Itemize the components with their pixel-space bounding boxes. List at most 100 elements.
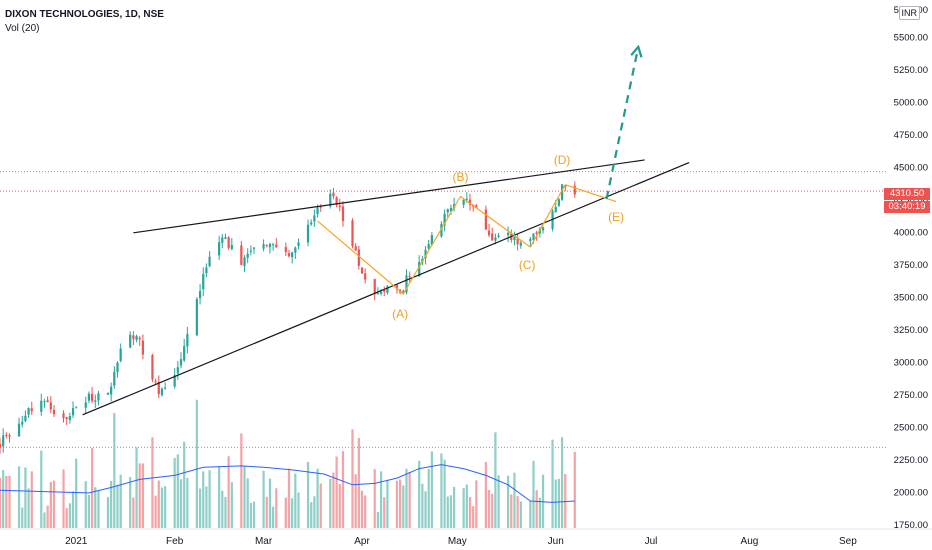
candle-body — [179, 359, 183, 366]
candle-body — [379, 291, 383, 294]
candle-body — [430, 235, 433, 245]
candle-body — [275, 244, 278, 248]
volume-bar — [440, 453, 443, 528]
volume-bar — [5, 475, 8, 528]
wave-line — [402, 196, 461, 295]
volume-bar — [513, 472, 516, 528]
volume-bar — [52, 480, 56, 528]
candle-body — [27, 407, 30, 415]
volume-bar — [106, 497, 110, 528]
volume-bar — [97, 490, 100, 528]
horizontal-levels — [0, 171, 886, 448]
volume-bar — [564, 474, 567, 528]
volume-bar — [306, 461, 310, 528]
candle-body — [475, 205, 478, 208]
candle-body — [329, 193, 332, 207]
volume-bar — [275, 488, 278, 528]
time-tick-label: May — [448, 536, 467, 547]
volume-bar — [379, 471, 383, 528]
wave-label: (E) — [608, 210, 624, 224]
price-tick-label: 2750.00 — [894, 390, 928, 401]
volume-bar — [291, 498, 294, 528]
candle-body — [449, 207, 453, 212]
candle-body — [90, 393, 94, 401]
volume-bar — [529, 500, 532, 528]
candle-body — [440, 223, 443, 237]
candle-body — [316, 207, 319, 215]
volume-bar — [164, 486, 167, 528]
candle-body — [160, 388, 164, 396]
candle-body — [291, 252, 294, 258]
volume-bar — [84, 481, 87, 528]
volume-bar — [227, 456, 230, 528]
volume-bar — [354, 474, 357, 528]
volume-bar — [75, 458, 78, 528]
volume-bar — [8, 475, 11, 528]
volume-bar — [30, 471, 33, 528]
volume-bar — [313, 496, 316, 528]
candle-body — [491, 233, 494, 241]
volume-bar — [135, 447, 138, 528]
candle-body — [383, 290, 386, 292]
currency-badge[interactable]: INR — [898, 6, 920, 20]
volume-bar — [132, 497, 135, 528]
volume-bar — [446, 496, 449, 528]
volume-bar — [506, 475, 510, 528]
volume-bar — [249, 502, 252, 528]
candle-body — [506, 232, 510, 236]
candle-body — [87, 393, 91, 401]
volume-bar — [262, 470, 265, 528]
volume-bar — [218, 466, 221, 528]
time-tick-label: Sep — [839, 536, 857, 547]
candle-body — [373, 279, 376, 295]
candle-body — [268, 244, 272, 248]
candle-body — [487, 230, 491, 236]
volume-bar — [373, 469, 376, 528]
volume-bar — [21, 507, 24, 528]
candle-body — [106, 392, 110, 395]
volume-bar — [383, 497, 386, 528]
volume-bar — [129, 477, 132, 528]
volume-bar — [113, 413, 116, 528]
candle-body — [97, 393, 100, 401]
volume-bar — [484, 461, 487, 528]
volume-bar — [65, 508, 68, 528]
price-tick-label: 4750.00 — [894, 130, 928, 141]
volume-bar — [497, 475, 500, 528]
volume-bar — [557, 478, 561, 528]
candle-body — [351, 220, 354, 247]
volume-bar — [424, 491, 427, 528]
time-tick-label: Apr — [354, 536, 370, 547]
candle-body — [141, 340, 145, 355]
candle-body — [557, 199, 561, 206]
volume-bar — [335, 456, 338, 528]
candle-body — [202, 274, 205, 290]
candle-body — [319, 206, 322, 208]
volume-bar — [0, 477, 2, 528]
volume-bar — [427, 468, 430, 528]
candle-body — [427, 243, 430, 249]
candle-body — [306, 224, 310, 243]
candle-body — [154, 381, 157, 383]
candle-body — [386, 286, 389, 293]
candle-body — [462, 199, 465, 205]
volume-bar — [24, 467, 27, 528]
volume-bar — [68, 503, 71, 528]
volume-bar — [364, 495, 367, 528]
candle-body — [408, 275, 411, 277]
price-tick-label: 5000.00 — [894, 97, 928, 108]
time-tick-label: Jun — [548, 536, 564, 547]
volume-bar — [119, 474, 122, 528]
volume-bar — [443, 459, 446, 528]
candle-body — [513, 236, 516, 241]
volume-bar — [341, 451, 345, 528]
candle-body — [294, 247, 297, 253]
volume-bar — [27, 488, 30, 528]
wave-line — [460, 195, 531, 248]
volume-bar — [449, 495, 453, 528]
candle-body — [357, 249, 360, 266]
candle-body — [360, 267, 364, 274]
candle-body — [284, 247, 287, 253]
